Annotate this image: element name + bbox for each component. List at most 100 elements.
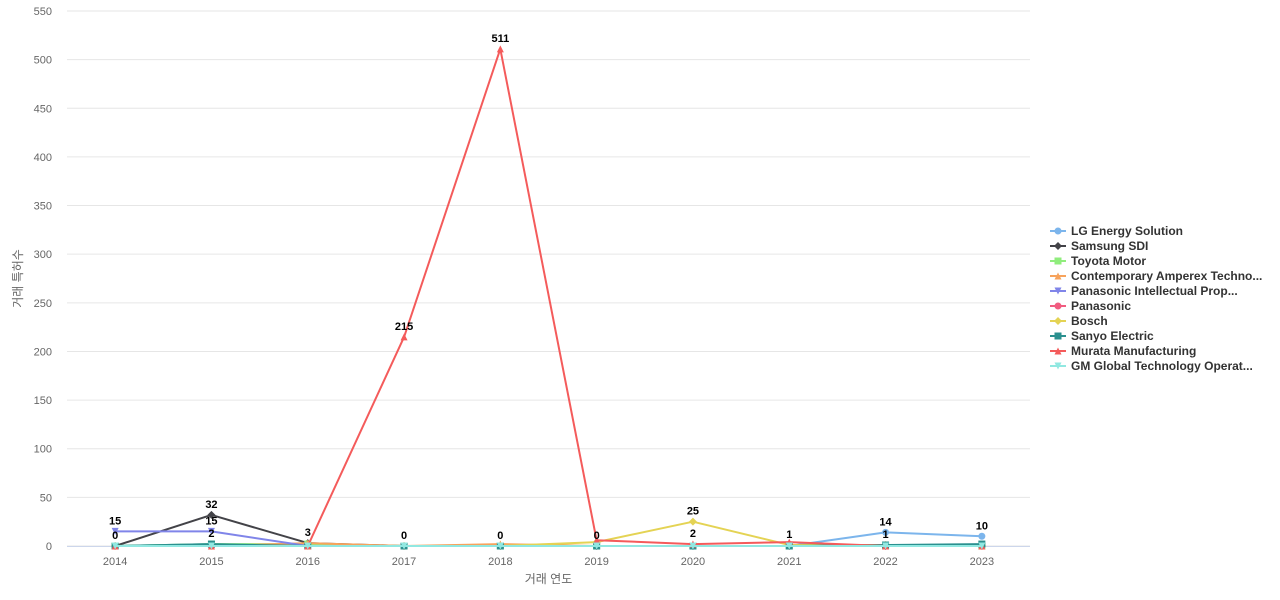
- legend-item[interactable]: Samsung SDI: [1050, 239, 1148, 253]
- y-tick-label: 400: [34, 152, 52, 164]
- data-point[interactable]: [400, 333, 408, 341]
- legend-marker-swatch[interactable]: [1054, 317, 1062, 325]
- data-point[interactable]: [207, 510, 216, 519]
- series-line[interactable]: [114, 513, 983, 547]
- legend-marker-swatch[interactable]: [1054, 347, 1062, 355]
- legend-marker-swatch[interactable]: [1054, 272, 1062, 280]
- y-tick-label: 250: [34, 298, 52, 310]
- data-point[interactable]: [207, 542, 215, 550]
- data-label: 25: [687, 506, 699, 518]
- legend-item[interactable]: GM Global Technology Operat...: [1050, 359, 1253, 373]
- x-tick-label: 2016: [296, 556, 320, 568]
- data-point[interactable]: [111, 542, 119, 550]
- legend-label: Murata Manufacturing: [1071, 344, 1196, 358]
- legend-label: Bosch: [1071, 314, 1108, 328]
- y-tick-label: 50: [40, 492, 52, 504]
- x-tick-label: 2022: [873, 556, 897, 568]
- data-label: 15: [109, 515, 121, 527]
- data-label: 3: [305, 527, 311, 539]
- legend-label: Samsung SDI: [1071, 239, 1148, 253]
- y-tick-label: 100: [34, 444, 52, 456]
- data-point[interactable]: [689, 542, 697, 550]
- x-tick-label: 2021: [777, 556, 801, 568]
- x-tick-label: 2018: [488, 556, 512, 568]
- data-point[interactable]: [978, 532, 986, 540]
- y-tick-label: 0: [46, 541, 52, 553]
- y-axis-ticks: 0 50 100 150 200 250 300 350 400 450 500 550: [34, 6, 52, 553]
- x-tick-label: 2015: [199, 556, 223, 568]
- data-point[interactable]: [207, 527, 215, 535]
- data-point[interactable]: [111, 527, 119, 535]
- data-label: 14: [879, 516, 892, 528]
- y-tick-label: 200: [34, 346, 52, 358]
- x-axis-ticks: 2014 2015 2016 2017 2018 2019 2020 2021 2022 2023: [103, 556, 994, 568]
- data-label: 2: [208, 528, 214, 540]
- legend-item[interactable]: LG Energy Solution: [1050, 224, 1183, 238]
- data-label: 0: [497, 530, 503, 542]
- legend-label: GM Global Technology Operat...: [1071, 359, 1253, 373]
- legend-item[interactable]: Bosch: [1050, 314, 1108, 328]
- legend-marker-swatch[interactable]: [1054, 362, 1062, 370]
- data-point[interactable]: [400, 542, 408, 550]
- data-label: 215: [395, 321, 413, 333]
- series-gm-global-technology-operat: [111, 542, 986, 550]
- data-label: 1: [882, 529, 888, 541]
- legend-label: Toyota Motor: [1071, 254, 1146, 268]
- data-point[interactable]: [304, 542, 312, 550]
- data-point[interactable]: [688, 517, 697, 526]
- data-label: 0: [401, 530, 407, 542]
- legend-label: LG Energy Solution: [1071, 224, 1183, 238]
- data-label: 32: [205, 499, 217, 511]
- x-tick-label: 2023: [970, 556, 994, 568]
- data-point[interactable]: [978, 542, 986, 550]
- x-tick-label: 2019: [584, 556, 608, 568]
- legend-label: Sanyo Electric: [1071, 329, 1154, 343]
- x-tick-label: 2017: [392, 556, 416, 568]
- legend-item[interactable]: Sanyo Electric: [1050, 329, 1154, 343]
- data-label: 0: [112, 530, 118, 542]
- x-tick-label: 2020: [681, 556, 705, 568]
- data-label: 1: [786, 529, 792, 541]
- y-tick-label: 300: [34, 249, 52, 261]
- data-point[interactable]: [882, 528, 890, 536]
- x-tick-label: 2014: [103, 556, 127, 568]
- x-axis-title: 거래 연도: [525, 572, 573, 586]
- y-tick-label: 150: [34, 395, 52, 407]
- data-point[interactable]: [785, 542, 793, 550]
- series-line[interactable]: [114, 47, 983, 547]
- legend-item[interactable]: Panasonic Intellectual Prop...: [1050, 284, 1238, 298]
- data-label: 15: [205, 515, 217, 527]
- legend-marker-swatch[interactable]: [1054, 257, 1062, 265]
- legend-item[interactable]: Murata Manufacturing: [1050, 344, 1196, 358]
- legend-item[interactable]: Contemporary Amperex Techno...: [1050, 269, 1262, 283]
- data-label: 2: [690, 528, 696, 540]
- data-point[interactable]: [593, 536, 601, 544]
- data-label: 10: [976, 520, 988, 532]
- y-axis-title: 거래 특허수: [11, 249, 25, 308]
- data-point[interactable]: [496, 45, 504, 53]
- y-tick-label: 350: [34, 201, 52, 213]
- legend-marker-swatch[interactable]: [1054, 332, 1062, 340]
- data-point[interactable]: [496, 542, 504, 550]
- series-group: [111, 45, 986, 550]
- legend-item[interactable]: Toyota Motor: [1050, 254, 1146, 268]
- data-point[interactable]: [882, 542, 890, 550]
- legend-marker-swatch[interactable]: [1054, 287, 1062, 295]
- grid-lines: [67, 10, 1030, 547]
- y-tick-label: 450: [34, 103, 52, 115]
- data-label: 0: [594, 530, 600, 542]
- legend-marker-swatch[interactable]: [1054, 242, 1062, 250]
- legend-label: Contemporary Amperex Techno...: [1071, 269, 1262, 283]
- series-murata-manufacturing: [111, 45, 986, 550]
- legend-label: Panasonic: [1071, 299, 1131, 313]
- data-point[interactable]: [593, 542, 601, 550]
- data-label: 511: [491, 33, 509, 45]
- legend-marker-swatch[interactable]: [1054, 227, 1062, 235]
- y-tick-label: 500: [34, 55, 52, 67]
- y-tick-label: 550: [34, 6, 52, 18]
- legend-item[interactable]: Panasonic: [1050, 299, 1131, 313]
- legend-marker-swatch[interactable]: [1054, 302, 1062, 310]
- legend-label: Panasonic Intellectual Prop...: [1071, 284, 1238, 298]
